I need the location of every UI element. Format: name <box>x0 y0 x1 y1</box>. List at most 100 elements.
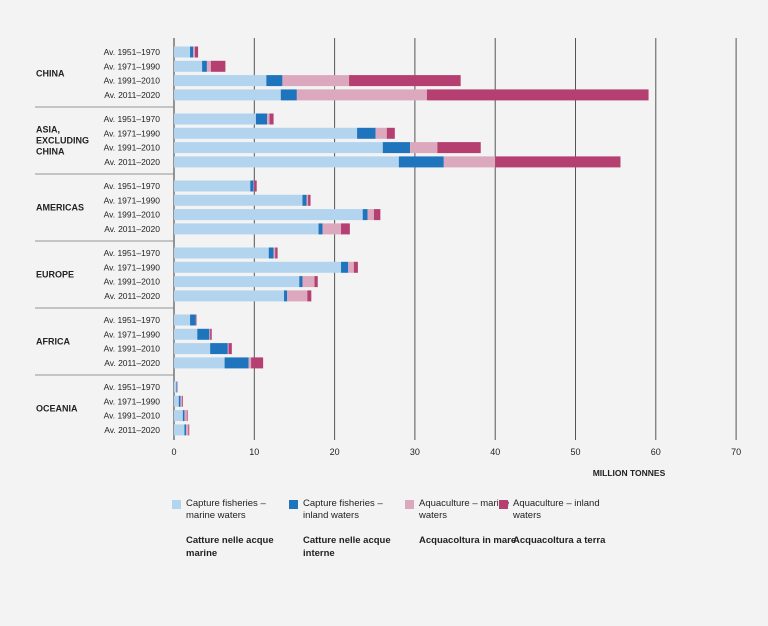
bar-segment <box>269 113 274 125</box>
region-separators <box>35 106 174 376</box>
bar-segment <box>250 180 254 192</box>
x-tick-label: 0 <box>171 447 176 457</box>
legend-label-it: Acquacoltura a terra <box>513 535 606 546</box>
bar-segment <box>182 410 185 422</box>
bar-segment <box>357 127 376 139</box>
legend-swatch <box>405 500 414 509</box>
bar-segment <box>174 142 383 154</box>
period-label: Av. 1951–1970 <box>104 114 161 124</box>
bar-segment <box>296 89 427 101</box>
bar-segment <box>280 89 297 101</box>
region-label: ASIA, EXCLUDING CHINA <box>36 124 89 156</box>
period-label: Av. 1991–2010 <box>104 143 161 153</box>
bar-segment <box>410 142 438 154</box>
bar-segment <box>210 328 212 340</box>
bar-segment <box>174 60 203 72</box>
bar-segment <box>174 247 269 259</box>
bar-segment <box>190 46 194 58</box>
bar-segment <box>282 75 350 87</box>
bar-segment <box>353 261 358 273</box>
bar-segment <box>210 343 228 355</box>
legend-label-it: Catture nelle acque marine <box>186 535 274 559</box>
bar-segment <box>227 343 229 355</box>
legend-label-it: Catture nelle acque interne <box>303 535 391 559</box>
bar-segment <box>349 75 461 87</box>
period-label: Av. 2011–2020 <box>104 157 160 167</box>
bar-segment <box>251 357 264 369</box>
bar-segment <box>206 60 211 72</box>
x-tick-label: 40 <box>490 447 500 457</box>
legend-swatch <box>172 500 181 509</box>
bar-segment <box>348 261 354 273</box>
bar-segment <box>174 261 342 273</box>
period-label: Av. 2011–2020 <box>104 291 160 301</box>
period-label: Av. 2011–2020 <box>104 425 160 435</box>
bar-segment <box>302 194 307 206</box>
period-label: Av. 1951–1970 <box>104 248 161 258</box>
grid-lines <box>173 38 737 440</box>
bar-segment <box>362 209 368 221</box>
bar-segment <box>254 180 257 192</box>
bar-segment <box>182 395 183 407</box>
bar-segment <box>178 395 181 407</box>
x-tick-label: 20 <box>330 447 340 457</box>
bar-segment <box>386 127 395 139</box>
bar-segment <box>266 75 283 87</box>
bar-segment <box>174 357 225 369</box>
bar-segment <box>174 276 300 288</box>
bar-segment <box>174 180 251 192</box>
bar-segment <box>275 247 278 259</box>
region-label: CHINA <box>36 68 65 78</box>
period-label: Av. 1991–2010 <box>104 76 161 86</box>
bar-segment <box>307 290 312 302</box>
bar-segment <box>228 343 232 355</box>
bar-segment <box>174 156 399 168</box>
bar-segment <box>253 180 255 192</box>
legend-swatch <box>289 500 298 509</box>
bar-segment <box>341 261 349 273</box>
bar-segment <box>174 127 358 139</box>
period-label: Av. 1971–1990 <box>104 396 161 406</box>
legend-label-it: Acquacoltura in mare <box>419 535 517 546</box>
bar-segment <box>382 142 411 154</box>
bar-segment <box>174 328 198 340</box>
bar-segment <box>174 89 281 101</box>
bar-segment <box>176 381 178 393</box>
bar-segment <box>174 194 303 206</box>
bar-segment <box>443 156 496 168</box>
bar-segment <box>184 410 187 422</box>
bar-segment <box>308 194 311 206</box>
bar-segment <box>210 60 226 72</box>
bar-segment <box>268 247 274 259</box>
bar-segment <box>174 424 185 436</box>
bar-segment <box>202 60 207 72</box>
period-label: Av. 2011–2020 <box>104 358 160 368</box>
bar-segment <box>174 395 179 407</box>
bar-segment <box>180 395 183 407</box>
bar-segment <box>195 314 197 326</box>
legend-swatch <box>499 500 508 509</box>
bar-segment <box>190 314 196 326</box>
bar-segment <box>375 127 387 139</box>
bar-segment <box>186 410 188 422</box>
bar-segment <box>367 209 374 221</box>
bar-segment <box>302 276 315 288</box>
bar-segment <box>284 290 288 302</box>
bar-segment <box>224 357 249 369</box>
bar-segment <box>184 424 187 436</box>
bar-segment <box>197 328 210 340</box>
period-label: Av. 1951–1970 <box>104 47 161 57</box>
bar-segment <box>322 223 342 235</box>
bar-segment <box>437 142 481 154</box>
bar-segment <box>174 113 256 125</box>
period-label: Av. 1951–1970 <box>104 382 161 392</box>
region-label: OCEANIA <box>36 403 78 413</box>
period-label: Av. 2011–2020 <box>104 224 160 234</box>
region-label: AMERICAS <box>36 202 84 212</box>
bar-segment <box>299 276 303 288</box>
bar-segment <box>193 46 195 58</box>
bar-segment <box>495 156 621 168</box>
bar-segment <box>248 357 252 369</box>
x-axis-ticks: 0 10 20 30 40 50 60 70 <box>171 447 741 457</box>
